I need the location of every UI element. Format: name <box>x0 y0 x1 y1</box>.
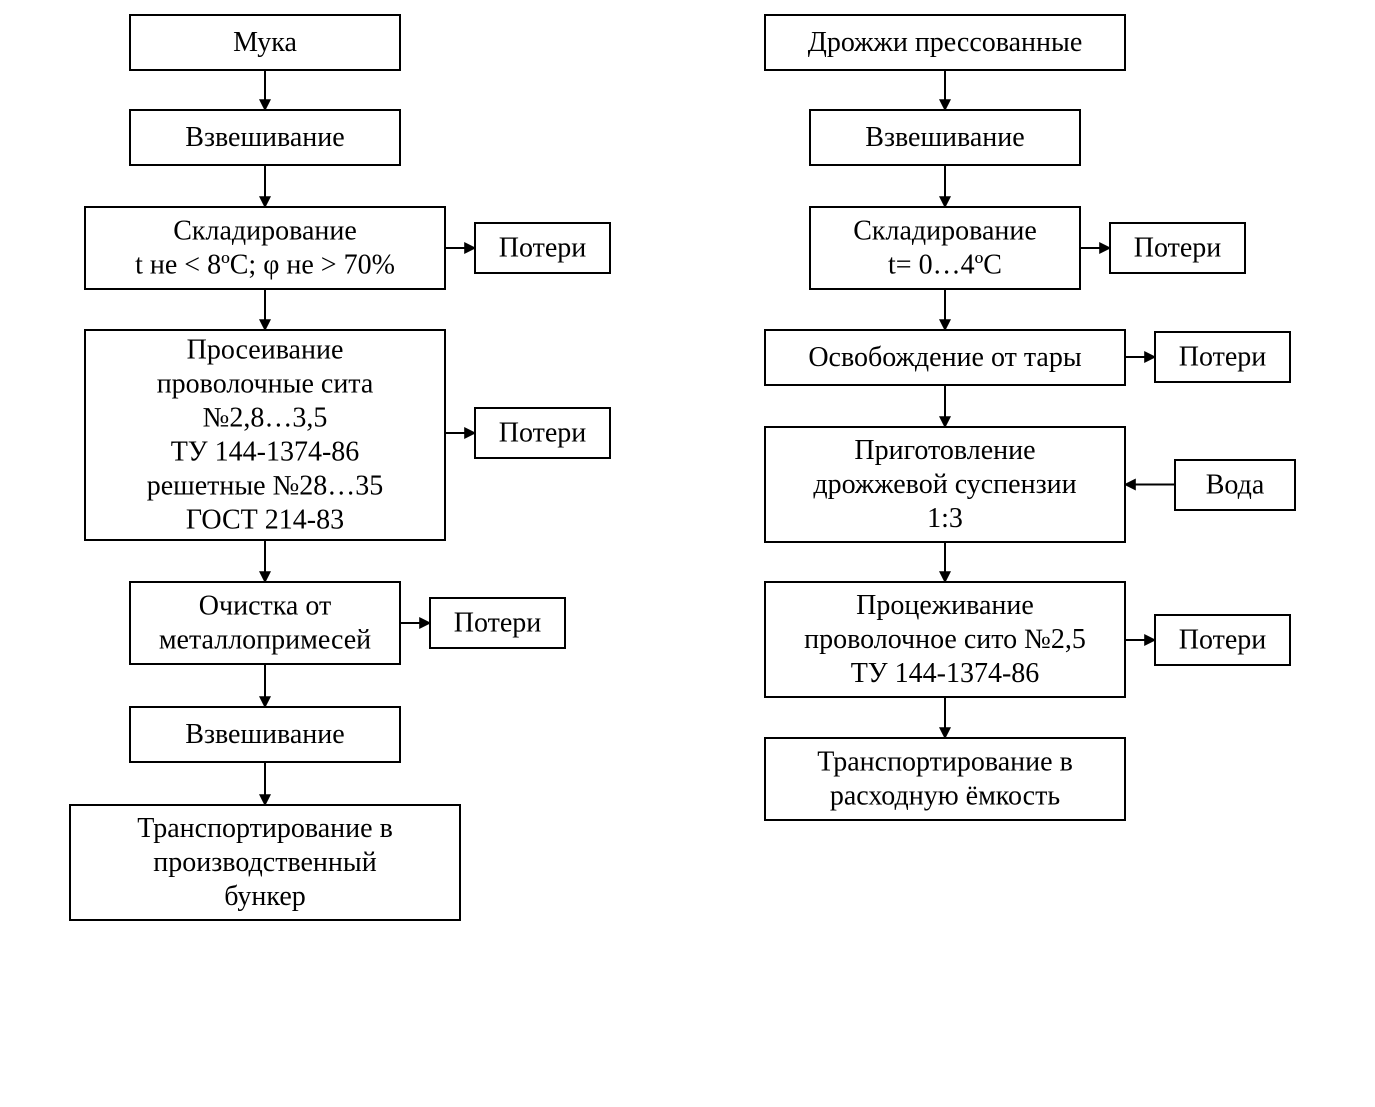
flow-node-L5: Взвешивание <box>130 707 400 762</box>
flow-node-L2p: Потери <box>475 223 610 273</box>
flow-node-label: Потери <box>1179 341 1267 372</box>
flow-node-R6: Транспортирование врасходную ёмкость <box>765 738 1125 820</box>
flow-node-label: Складирование <box>173 215 357 246</box>
flow-node-R4w: Вода <box>1175 460 1295 510</box>
flow-node-label: Потери <box>1134 232 1222 263</box>
flow-node-R2p: Потери <box>1110 223 1245 273</box>
flow-node-label: Потери <box>454 607 542 638</box>
flow-node-label: Дрожжи прессованные <box>808 27 1083 58</box>
flow-node-label: ГОСТ 214-83 <box>186 504 344 535</box>
flow-node-label: дрожжевой суспензии <box>813 469 1076 500</box>
flow-node-L3p: Потери <box>475 408 610 458</box>
flow-node-label: производственный <box>153 847 376 878</box>
flow-node-L1: Взвешивание <box>130 110 400 165</box>
flow-node-label: Потери <box>499 232 587 263</box>
flow-node-label: проволочные сита <box>157 368 374 399</box>
flow-node-label: Складирование <box>853 215 1037 246</box>
flow-node-label: t= 0…4ºС <box>888 249 1002 280</box>
flow-node-label: ТУ 144-1374-86 <box>851 658 1040 689</box>
flow-node-L4: Очистка отметаллопримесей <box>130 582 400 664</box>
flow-node-label: Очистка от <box>199 590 331 621</box>
flow-node-R4: Приготовлениедрожжевой суспензии1:3 <box>765 427 1125 542</box>
flow-node-R0: Дрожжи прессованные <box>765 15 1125 70</box>
flow-node-label: ТУ 144-1374-86 <box>171 436 360 467</box>
flow-node-label: Процеживание <box>856 590 1034 621</box>
flowchart-diagram: МукаВзвешиваниеСкладированиеt не < 8ºС; … <box>0 0 1375 1107</box>
flow-node-label: Просеивание <box>187 334 344 365</box>
flow-node-label: Приготовление <box>854 435 1035 466</box>
flow-node-label: t не < 8ºС; φ не > 70% <box>135 249 395 280</box>
flow-node-label: Транспортирование в <box>817 746 1073 777</box>
flow-node-R5p: Потери <box>1155 615 1290 665</box>
flow-node-R3: Освобождение от тары <box>765 330 1125 385</box>
flow-node-R2: Складированиеt= 0…4ºС <box>810 207 1080 289</box>
flow-node-L6: Транспортирование впроизводственныйбунке… <box>70 805 460 920</box>
flow-node-R3p: Потери <box>1155 332 1290 382</box>
flow-node-label: Потери <box>1179 624 1267 655</box>
flow-node-label: Вода <box>1206 469 1265 500</box>
flow-node-L2: Складированиеt не < 8ºС; φ не > 70% <box>85 207 445 289</box>
flow-node-R1: Взвешивание <box>810 110 1080 165</box>
flow-node-L0: Мука <box>130 15 400 70</box>
flow-node-label: Взвешивание <box>185 719 344 750</box>
flow-node-label: 1:3 <box>927 503 963 534</box>
flow-node-R5: Процеживаниепроволочное сито №2,5ТУ 144-… <box>765 582 1125 697</box>
flow-node-label: металлопримесей <box>159 624 371 655</box>
flow-node-label: решетные №28…35 <box>147 470 384 501</box>
flow-node-label: Потери <box>499 417 587 448</box>
flow-node-label: Взвешивание <box>865 122 1024 153</box>
flow-node-label: Взвешивание <box>185 122 344 153</box>
flow-node-label: расходную ёмкость <box>830 780 1060 811</box>
flow-node-label: бункер <box>224 881 306 912</box>
flow-node-L3: Просеиваниепроволочные сита№2,8…3,5ТУ 14… <box>85 330 445 540</box>
flow-node-label: Транспортирование в <box>137 813 393 844</box>
flow-node-label: проволочное сито №2,5 <box>804 624 1086 655</box>
flow-node-label: №2,8…3,5 <box>203 402 328 433</box>
flow-node-label: Мука <box>233 27 297 58</box>
flow-node-label: Освобождение от тары <box>808 342 1082 373</box>
flow-node-L4p: Потери <box>430 598 565 648</box>
